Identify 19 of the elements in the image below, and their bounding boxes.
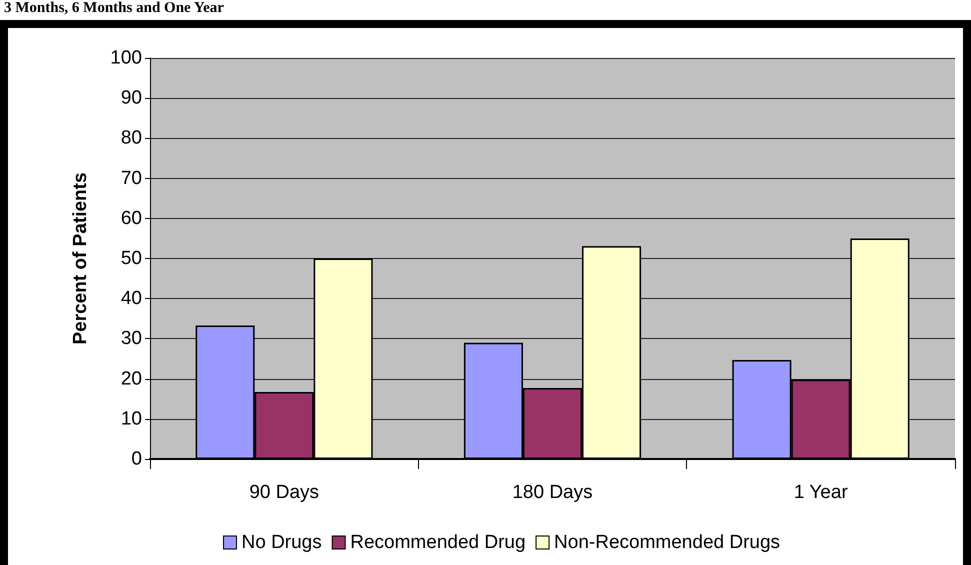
y-tick-label: 0 — [131, 448, 142, 470]
y-tick-label: 40 — [120, 288, 142, 310]
legend-label: Recommended Drug — [350, 532, 526, 553]
y-tick-label: 80 — [120, 128, 142, 149]
y-tick-label: 20 — [120, 368, 142, 390]
y-tick-label: 10 — [120, 408, 142, 430]
x-tick-label: 1 Year — [794, 482, 848, 503]
x-tick-label: 180 Days — [512, 482, 593, 503]
y-axis-title: Percent of Patients — [70, 172, 91, 345]
y-tick-label: 100 — [110, 48, 142, 68]
y-tick-label: 70 — [120, 168, 142, 189]
x-tick-label: 90 Days — [249, 482, 320, 503]
y-tick-label: 90 — [120, 88, 142, 109]
y-tick-label: 50 — [120, 248, 142, 269]
y-tick-label: 30 — [120, 328, 142, 350]
y-tick-label: 60 — [120, 208, 142, 229]
chart-title: 3 Months, 6 Months and One Year — [4, 0, 224, 17]
legend-label: Non-Recommended Drugs — [554, 532, 780, 553]
legend-label: No Drugs — [242, 532, 322, 553]
